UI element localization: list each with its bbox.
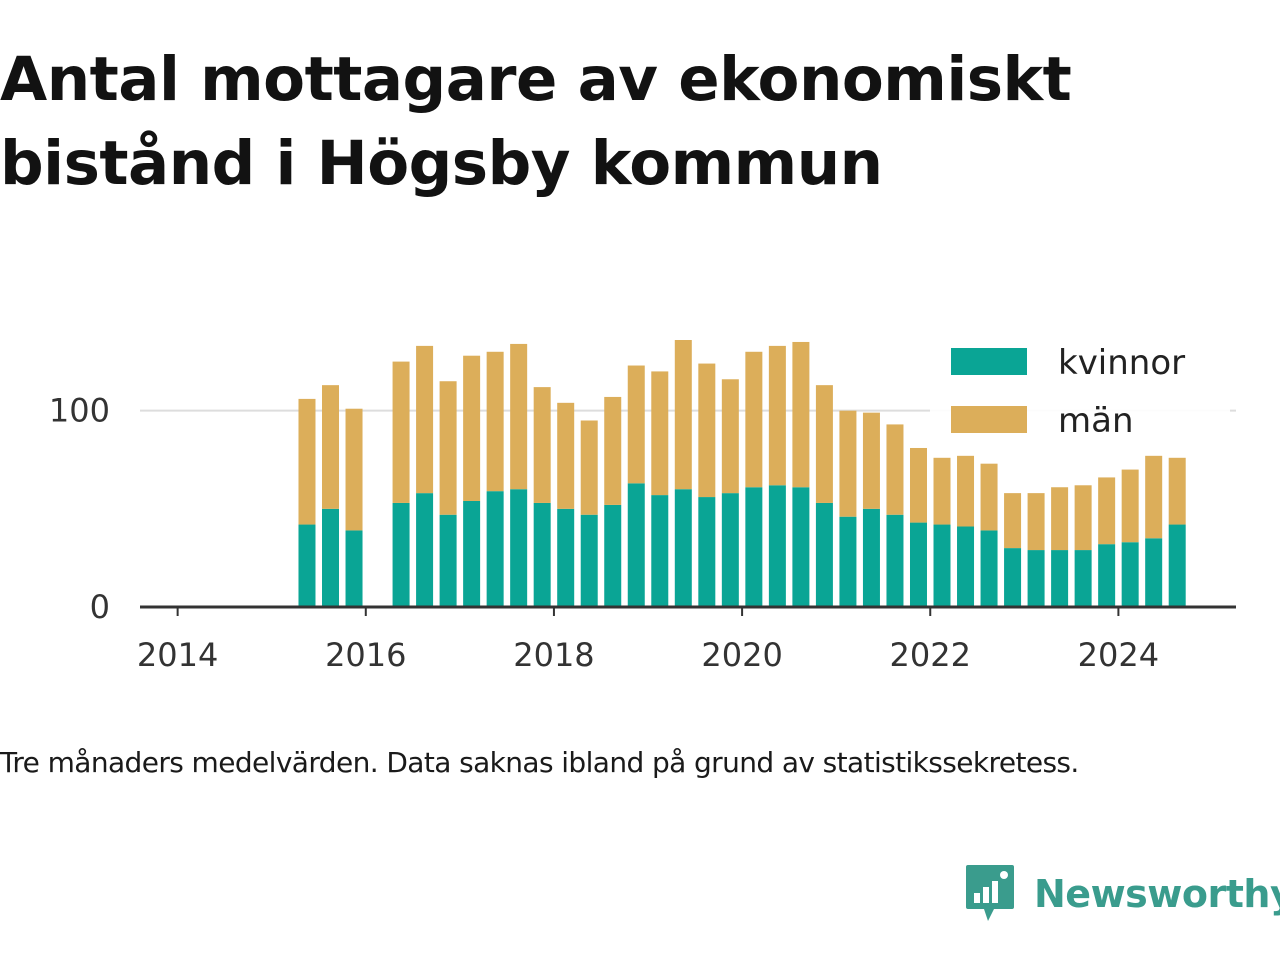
bar-kvinnor[interactable] — [463, 500, 481, 607]
bar-kvinnor[interactable] — [1004, 548, 1022, 607]
bar-man[interactable] — [1145, 455, 1163, 539]
x-tick-label-2018: 2018 — [513, 636, 594, 674]
bar-man[interactable] — [886, 424, 904, 515]
x-tick-label-2020: 2020 — [701, 636, 782, 674]
bar-man[interactable] — [980, 463, 998, 531]
legend-label-kvinnor: kvinnor — [1058, 343, 1185, 383]
bar-man[interactable] — [1121, 469, 1139, 543]
bar-kvinnor[interactable] — [980, 530, 998, 607]
bar-man[interactable] — [557, 402, 575, 509]
bar-kvinnor[interactable] — [1074, 550, 1092, 607]
newsworthy-logo-icon — [966, 865, 1014, 921]
bar-man[interactable] — [815, 385, 833, 503]
bar-man[interactable] — [510, 343, 528, 490]
bar-kvinnor[interactable] — [486, 491, 504, 607]
bar-kvinnor[interactable] — [322, 508, 340, 607]
bar-kvinnor[interactable] — [862, 508, 880, 607]
bar-chart: 0 100 2014 2016 2018 2020 2022 2024 kvinnor män — [49, 332, 1236, 674]
bar-man[interactable] — [463, 355, 481, 501]
bar-kvinnor[interactable] — [768, 485, 786, 607]
legend-label-man: män — [1058, 401, 1134, 441]
bar-kvinnor[interactable] — [839, 516, 857, 607]
chart-title: Antal mottagare av ekonomiskt bistånd i … — [0, 38, 1240, 206]
bar-kvinnor[interactable] — [439, 514, 457, 607]
bar-man[interactable] — [1004, 493, 1022, 549]
bar-kvinnor[interactable] — [886, 514, 904, 607]
bar-kvinnor[interactable] — [651, 495, 669, 607]
bar-man[interactable] — [674, 340, 692, 490]
bar-man[interactable] — [839, 410, 857, 517]
brand-logo[interactable]: Newsworthy — [964, 862, 1280, 926]
bar-man[interactable] — [580, 420, 598, 515]
bar-man[interactable] — [721, 379, 739, 494]
bar-man[interactable] — [1051, 487, 1069, 551]
bar-man[interactable] — [745, 351, 763, 488]
bar-kvinnor[interactable] — [674, 489, 692, 607]
bar-man[interactable] — [416, 345, 434, 494]
bar-man[interactable] — [698, 363, 716, 498]
bar-kvinnor[interactable] — [298, 524, 316, 607]
bar-man[interactable] — [439, 381, 457, 515]
chart-caption: Tre månaders medelvärden. Data saknas ib… — [0, 746, 1079, 779]
y-tick-label-100: 100 — [49, 392, 110, 430]
bar-man[interactable] — [768, 345, 786, 486]
bar-kvinnor[interactable] — [416, 493, 434, 607]
bars-layer — [298, 340, 1186, 607]
title-line-2: bistånd i Högsby kommun — [0, 128, 883, 199]
bar-man[interactable] — [1098, 477, 1116, 545]
bar-man[interactable] — [933, 457, 951, 525]
bar-man[interactable] — [1168, 457, 1186, 525]
x-tick-label-2016: 2016 — [325, 636, 406, 674]
bar-man[interactable] — [604, 396, 622, 505]
bar-man[interactable] — [792, 341, 810, 488]
legend-swatch-man — [951, 406, 1027, 433]
legend: kvinnor män — [930, 332, 1230, 450]
bar-kvinnor[interactable] — [1168, 524, 1186, 607]
x-tick-label-2022: 2022 — [890, 636, 971, 674]
bar-man[interactable] — [1074, 485, 1092, 551]
bar-kvinnor[interactable] — [721, 493, 739, 607]
bar-man[interactable] — [909, 447, 927, 523]
bar-kvinnor[interactable] — [557, 508, 575, 607]
bar-kvinnor[interactable] — [392, 502, 410, 607]
bar-man[interactable] — [862, 412, 880, 509]
bar-kvinnor[interactable] — [957, 526, 975, 607]
bar-kvinnor[interactable] — [1051, 550, 1069, 607]
bar-man[interactable] — [957, 455, 975, 527]
title-line-1: Antal mottagare av ekonomiskt — [0, 44, 1072, 115]
bar-man[interactable] — [533, 387, 551, 503]
bar-kvinnor[interactable] — [604, 504, 622, 607]
bar-kvinnor[interactable] — [533, 502, 551, 607]
x-tick-label-2024: 2024 — [1078, 636, 1159, 674]
bar-kvinnor[interactable] — [933, 524, 951, 607]
legend-swatch-kvinnor — [951, 348, 1027, 375]
x-tick-label-2014: 2014 — [137, 636, 218, 674]
bar-man[interactable] — [345, 408, 363, 531]
bar-kvinnor[interactable] — [698, 497, 716, 607]
bar-kvinnor[interactable] — [1145, 538, 1163, 607]
bar-man[interactable] — [627, 365, 645, 484]
bar-man[interactable] — [486, 351, 504, 492]
bar-kvinnor[interactable] — [745, 487, 763, 607]
bar-kvinnor[interactable] — [1098, 544, 1116, 607]
bar-kvinnor[interactable] — [510, 489, 528, 607]
bar-kvinnor[interactable] — [909, 522, 927, 607]
bar-kvinnor[interactable] — [627, 483, 645, 607]
bar-kvinnor[interactable] — [1121, 542, 1139, 607]
brand-name: Newsworthy — [1034, 872, 1280, 916]
bar-kvinnor[interactable] — [345, 530, 363, 607]
bar-man[interactable] — [651, 371, 669, 496]
axis-layer: 0 100 2014 2016 2018 2020 2022 2024 — [49, 392, 1236, 674]
bar-kvinnor[interactable] — [1027, 550, 1045, 607]
y-tick-label-0: 0 — [90, 588, 110, 626]
bar-man[interactable] — [1027, 493, 1045, 551]
bar-kvinnor[interactable] — [580, 514, 598, 607]
bar-man[interactable] — [322, 385, 340, 509]
bar-kvinnor[interactable] — [815, 502, 833, 607]
bar-man[interactable] — [392, 361, 410, 503]
bar-man[interactable] — [298, 398, 316, 525]
bar-kvinnor[interactable] — [792, 487, 810, 607]
